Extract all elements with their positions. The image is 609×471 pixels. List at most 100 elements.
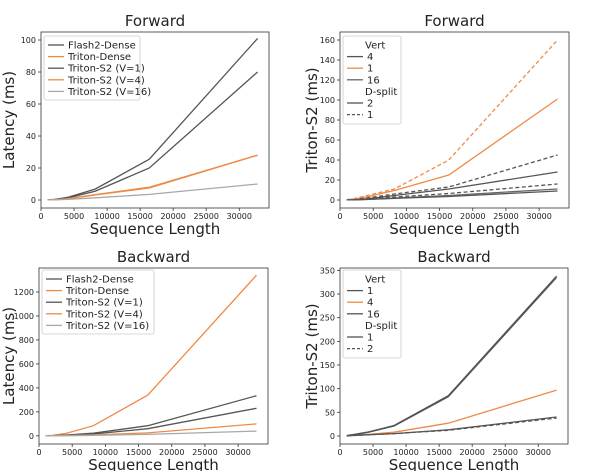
x-tick-label: 0 [337, 212, 342, 221]
y-tick-label: 0 [330, 432, 335, 441]
legend-entry: 4 [367, 298, 373, 309]
x-tick-label: 25000 [192, 448, 217, 457]
legend-box [41, 269, 155, 335]
y-tick-label: 60 [325, 136, 335, 145]
x-tick-label: 0 [337, 448, 342, 457]
series-line-4 [346, 277, 558, 437]
x-tick-label: 10000 [393, 448, 418, 457]
y-tick-label: 1000 [14, 312, 34, 321]
axes-frame [38, 267, 269, 445]
chart-title: Backward [417, 248, 490, 266]
x-tick-label: 30000 [227, 212, 252, 221]
x-tick-label: 20000 [459, 448, 484, 457]
y-tick-label: 0 [31, 196, 36, 205]
x-axis-label: Sequence Length [88, 456, 219, 471]
legend-entry: Triton-S2 (V=16) [67, 87, 151, 98]
y-tick-label: 40 [26, 132, 36, 141]
x-axis-label: Sequence Length [90, 220, 221, 238]
y-tick-label: 300 [320, 290, 335, 299]
series-line-6 [346, 39, 558, 201]
legend-entry: Flash2-Dense [66, 275, 134, 286]
x-tick-label: 5000 [363, 448, 383, 457]
y-tick-label: 150 [320, 361, 335, 370]
y-tick-label: 80 [26, 68, 36, 77]
x-tick-label: 20000 [460, 212, 485, 221]
series-line-5 [346, 154, 558, 201]
y-tick-label: 400 [19, 384, 34, 393]
series-line-5 [45, 430, 257, 437]
x-tick-label: 15000 [127, 212, 152, 221]
y-tick-label: 350 [320, 266, 335, 275]
chart-panel-2: Forward 0 5000 10000 15000 20000 25000 30000 0 20… [303, 12, 570, 238]
y-tick-label: 60 [26, 100, 36, 109]
y-tick-label: 20 [26, 164, 36, 173]
legend-entry: 1 [367, 333, 373, 344]
axes-frame [40, 31, 270, 209]
series-line-2 [47, 154, 258, 201]
x-tick-label: 10000 [94, 212, 119, 221]
y-tick-label: 140 [320, 56, 335, 65]
y-tick-label: 200 [19, 408, 34, 417]
legend-header: Vert [365, 41, 385, 52]
legend-box [342, 269, 402, 359]
legend-entry: Triton-S2 (V=1) [65, 298, 143, 309]
y-tick-label: 100 [320, 96, 335, 105]
x-tick-label: 25000 [493, 212, 518, 221]
y-axis-label: Triton-S2 (ms) [303, 303, 321, 409]
x-tick-label: 5000 [363, 212, 383, 221]
y-tick-label: 600 [19, 360, 34, 369]
x-tick-label: 30000 [225, 448, 250, 457]
y-axis-label: Triton-S2 (ms) [303, 67, 321, 173]
x-tick-label: 25000 [193, 212, 218, 221]
x-tick-label: 20000 [159, 448, 184, 457]
chart-panel-4: Backward 0 5000 10000 15000 20000 25000 30000 0 5… [303, 248, 569, 471]
y-tick-label: 40 [325, 156, 335, 165]
legend-box [43, 35, 141, 101]
chart-title: Forward [424, 12, 484, 30]
x-tick-label: 10000 [394, 212, 419, 221]
legend-entry: 16 [367, 309, 380, 320]
series-line-4 [47, 154, 258, 201]
y-axis-label: Latency (ms) [0, 307, 18, 405]
chart-title: Backward [117, 248, 190, 266]
y-tick-label: 50 [325, 408, 335, 417]
chart-panel-3: Backward 0 5000 10000 15000 20000 25000 30000 0 2… [0, 248, 269, 471]
y-tick-label: 800 [19, 336, 34, 345]
legend-entry: 1 [367, 64, 373, 75]
legend-header: D-split [365, 87, 397, 98]
x-tick-label: 30000 [526, 212, 551, 221]
x-axis-label: Sequence Length [389, 456, 520, 471]
y-tick-label: 200 [320, 337, 335, 346]
series-line-4 [346, 190, 558, 201]
x-tick-label: 30000 [526, 448, 551, 457]
x-tick-label: 25000 [492, 448, 517, 457]
legend-entry: Triton-Dense [67, 52, 131, 63]
x-tick-label: 10000 [93, 448, 118, 457]
legend-entry: 16 [367, 75, 380, 86]
x-tick-label: 0 [38, 212, 43, 221]
legend-entry: Triton-S2 (V=4) [65, 309, 143, 320]
series-line-5 [47, 183, 258, 201]
y-tick-label: 1200 [14, 288, 34, 297]
x-tick-label: 5000 [64, 212, 84, 221]
x-tick-label: 15000 [427, 212, 452, 221]
y-tick-label: 120 [320, 76, 335, 85]
chart-panel-1: Forward 0 5000 10000 15000 20000 25000 30000 0 20… [0, 12, 270, 238]
legend-entry: 2 [367, 344, 373, 355]
legend-entry: Triton-S2 (V=16) [65, 321, 149, 332]
legend-header: Vert [365, 275, 385, 286]
y-tick-label: 250 [320, 314, 335, 323]
series-line-7 [346, 183, 558, 201]
chart-title: Forward [125, 12, 185, 30]
y-tick-label: 0 [29, 432, 34, 441]
x-tick-label: 20000 [160, 212, 185, 221]
legend-entry: 1 [367, 286, 373, 297]
x-tick-label: 0 [36, 448, 41, 457]
legend-header: D-split [365, 321, 397, 332]
series-line-5 [346, 417, 557, 437]
y-tick-label: 20 [325, 176, 335, 185]
legend-entry: Flash2-Dense [68, 41, 136, 52]
